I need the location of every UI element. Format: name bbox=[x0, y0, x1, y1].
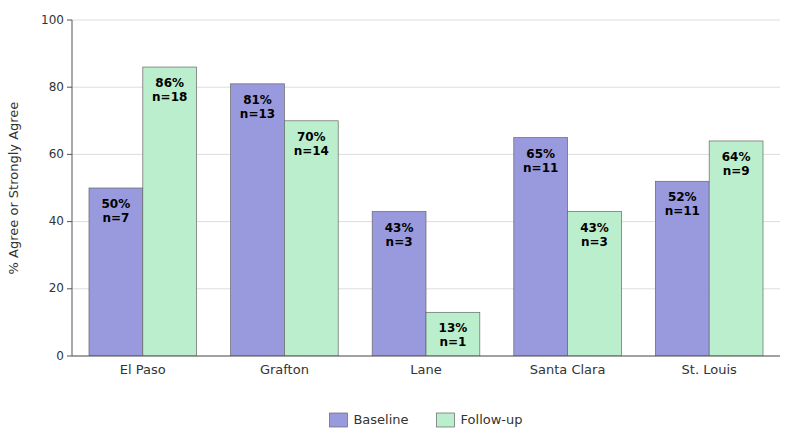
y-tick-label: 0 bbox=[56, 349, 64, 363]
data-label-line: n=11 bbox=[523, 161, 558, 175]
data-label-line: 86% bbox=[155, 76, 184, 90]
data-label: 52%n=11 bbox=[665, 190, 700, 218]
x-tick-label: El Paso bbox=[120, 362, 166, 377]
y-tick-label: 40 bbox=[49, 214, 64, 228]
y-axis-line bbox=[72, 20, 73, 356]
bar bbox=[568, 212, 622, 356]
data-label: 50%n=7 bbox=[102, 197, 131, 225]
bar bbox=[284, 121, 338, 356]
y-tick bbox=[67, 356, 72, 357]
y-axis-label: % Agree or Strongly Agree bbox=[6, 102, 21, 275]
data-label-line: n=3 bbox=[386, 235, 413, 249]
bar bbox=[372, 212, 426, 356]
bar bbox=[231, 84, 285, 356]
y-tick-label: 20 bbox=[49, 281, 64, 295]
data-label: 13%n=1 bbox=[439, 321, 468, 349]
bar bbox=[426, 312, 480, 356]
grid-line bbox=[72, 20, 780, 21]
bar bbox=[143, 67, 197, 356]
data-label-line: n=14 bbox=[294, 144, 329, 158]
data-label: 65%n=11 bbox=[523, 147, 558, 175]
data-label-line: n=9 bbox=[723, 164, 750, 178]
bar bbox=[709, 141, 763, 356]
data-label-line: 13% bbox=[439, 321, 468, 335]
y-tick-label: 60 bbox=[49, 147, 64, 161]
data-label: 43%n=3 bbox=[385, 221, 414, 249]
data-label-line: 43% bbox=[580, 221, 609, 235]
x-axis: El Paso Grafton Lane Santa Clara St. Louis bbox=[120, 362, 737, 377]
chart: 02040608010050%n=781%n=1343%n=365%n=1152… bbox=[0, 0, 800, 448]
data-label-line: 43% bbox=[385, 221, 414, 235]
legend: Baseline Follow-up bbox=[329, 412, 522, 428]
data-label-line: n=11 bbox=[665, 204, 700, 218]
data-label-line: n=13 bbox=[240, 107, 275, 121]
y-tick bbox=[67, 221, 72, 222]
bar bbox=[514, 138, 568, 356]
data-label-line: n=3 bbox=[581, 235, 608, 249]
x-tick-label: Lane bbox=[410, 362, 441, 377]
y-tick bbox=[67, 154, 72, 155]
data-label-line: n=18 bbox=[152, 90, 187, 104]
x-tick-label: Grafton bbox=[260, 362, 309, 377]
x-tick-label: Santa Clara bbox=[530, 362, 606, 377]
bar bbox=[655, 181, 709, 356]
data-label: 81%n=13 bbox=[240, 93, 275, 121]
data-label: 64%n=9 bbox=[722, 150, 751, 178]
data-label: 43%n=3 bbox=[580, 221, 609, 249]
data-label-line: n=7 bbox=[102, 211, 129, 225]
legend-swatch bbox=[329, 413, 347, 427]
data-label-line: 50% bbox=[102, 197, 131, 211]
y-tick-label: 100 bbox=[41, 13, 64, 27]
y-tick bbox=[67, 20, 72, 21]
data-label-line: 65% bbox=[526, 147, 555, 161]
y-axis: 0 20 40 60 80 100 bbox=[41, 13, 780, 363]
data-label: 86%n=18 bbox=[152, 76, 187, 104]
data-label-line: 64% bbox=[722, 150, 751, 164]
data-label-line: 81% bbox=[243, 93, 272, 107]
x-tick-label: St. Louis bbox=[682, 362, 737, 377]
y-tick bbox=[67, 87, 72, 88]
data-label-line: 70% bbox=[297, 130, 326, 144]
y-tick bbox=[67, 288, 72, 289]
grid-line bbox=[72, 356, 780, 357]
x-axis-line bbox=[72, 356, 780, 357]
y-tick-label: 80 bbox=[49, 80, 64, 94]
legend-swatch bbox=[437, 413, 455, 427]
data-label-line: 52% bbox=[668, 190, 697, 204]
data-label: 70%n=14 bbox=[294, 130, 329, 158]
legend-label: Follow-up bbox=[461, 412, 523, 427]
bar bbox=[89, 188, 143, 356]
data-labels: 50%n=781%n=1343%n=365%n=1152%n=1186%n=18… bbox=[102, 76, 751, 349]
legend-label: Baseline bbox=[353, 412, 408, 427]
bars bbox=[89, 67, 763, 356]
data-label-line: n=1 bbox=[439, 335, 466, 349]
